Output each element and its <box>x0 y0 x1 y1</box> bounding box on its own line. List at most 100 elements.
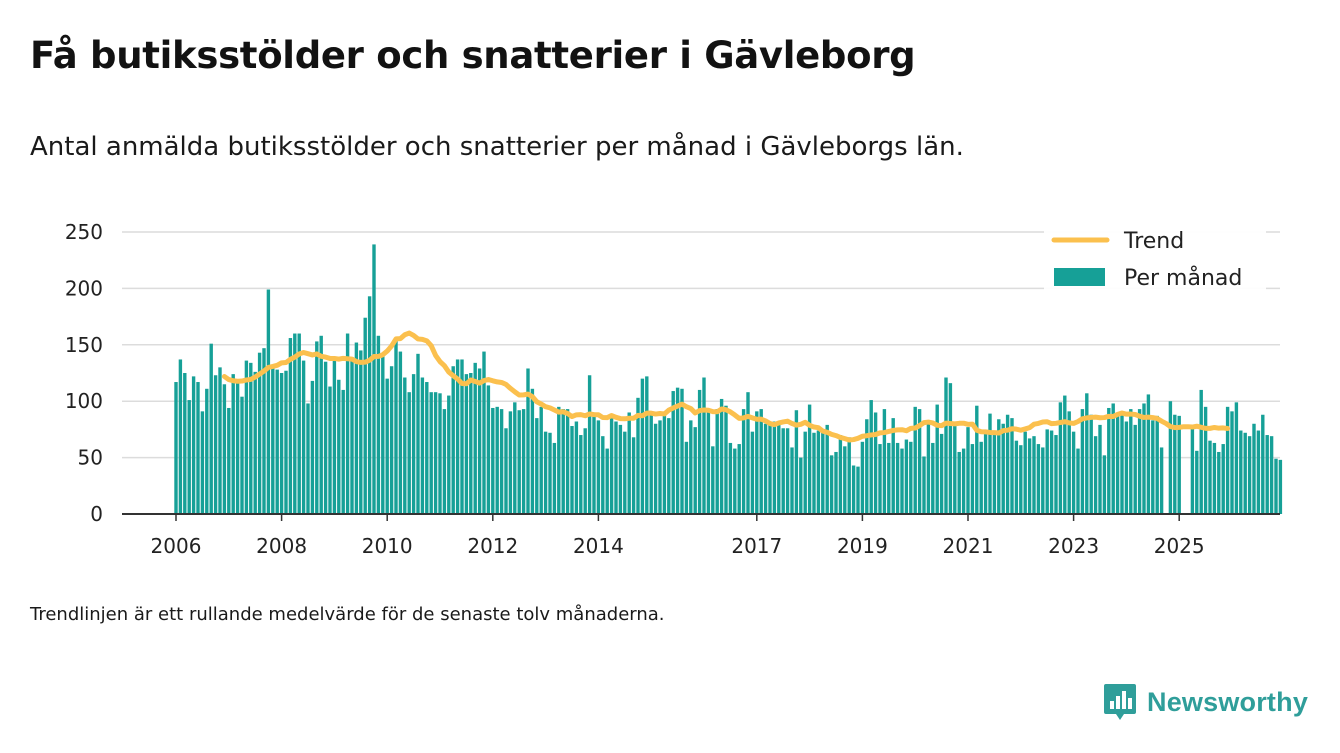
brand: Newsworthy <box>1103 682 1308 722</box>
bar <box>649 412 653 514</box>
bar <box>737 444 741 514</box>
bar <box>609 413 614 514</box>
bar <box>1274 458 1278 514</box>
bar <box>851 465 856 514</box>
bar <box>944 377 948 514</box>
bar <box>288 338 293 514</box>
bar <box>979 441 983 514</box>
bar <box>799 457 803 514</box>
bar <box>407 392 411 514</box>
bar <box>728 442 733 514</box>
bar <box>1247 436 1252 514</box>
bar <box>539 406 543 514</box>
y-tick-label: 100 <box>65 389 103 413</box>
legend: Trend Per månad <box>1044 220 1266 296</box>
bar <box>794 410 799 514</box>
bar <box>803 431 807 514</box>
bar <box>187 400 191 514</box>
bar <box>909 441 913 514</box>
bar <box>297 333 301 514</box>
bar <box>953 422 957 514</box>
bar <box>1023 431 1027 514</box>
bar <box>363 317 367 514</box>
bar <box>843 446 847 514</box>
bar <box>715 409 719 514</box>
bar <box>1036 444 1041 514</box>
bar <box>293 333 297 514</box>
bar <box>1045 429 1049 514</box>
bar <box>543 431 548 514</box>
bar <box>711 446 715 514</box>
bar <box>592 412 596 514</box>
bar <box>1010 418 1014 514</box>
bar <box>486 385 491 514</box>
bar <box>323 361 328 514</box>
legend-bar-label: Per månad <box>1124 265 1242 291</box>
bar <box>763 423 768 514</box>
bar <box>706 409 711 514</box>
x-tick-label: 2017 <box>731 534 782 558</box>
bar <box>570 426 574 514</box>
bar <box>416 353 420 514</box>
bar <box>1142 403 1146 514</box>
bar <box>231 374 235 514</box>
legend-trend-label: Trend <box>1123 229 1184 254</box>
bar <box>266 289 271 514</box>
bar <box>583 428 587 514</box>
bar <box>825 424 829 514</box>
bar <box>1234 402 1239 514</box>
bar <box>328 386 332 514</box>
bar <box>473 362 477 514</box>
bar <box>1146 394 1151 514</box>
bar <box>262 348 266 514</box>
bar <box>1115 412 1120 514</box>
bar <box>429 392 433 514</box>
bar <box>1005 414 1010 514</box>
bar <box>433 392 438 514</box>
bar <box>196 382 200 514</box>
bar <box>1217 451 1221 514</box>
bar <box>385 378 389 514</box>
bar <box>917 409 922 514</box>
bar <box>869 400 873 514</box>
chart-title: Få butiksstölder och snatterier i Gävleb… <box>30 34 916 77</box>
bar <box>812 432 816 514</box>
x-tick-label: 2006 <box>151 534 202 558</box>
bar <box>750 431 755 514</box>
bar <box>222 384 227 514</box>
bar <box>376 335 381 514</box>
bar <box>548 432 552 514</box>
bar <box>623 431 627 514</box>
bar <box>574 421 579 514</box>
bar <box>772 421 777 514</box>
bar <box>627 412 631 514</box>
bar <box>495 406 499 514</box>
bar <box>1137 409 1142 514</box>
bar <box>301 360 306 514</box>
bar <box>1159 447 1164 514</box>
bar <box>271 367 275 514</box>
bar <box>257 352 262 514</box>
bar <box>1076 448 1080 514</box>
bar <box>931 442 935 514</box>
bar <box>1155 415 1159 514</box>
bar <box>249 362 253 514</box>
y-axis-labels: 0 50 100 150 200 250 <box>65 220 103 526</box>
bar <box>218 367 222 514</box>
bar <box>508 411 513 514</box>
bar <box>504 428 508 514</box>
bar <box>891 418 895 514</box>
bar <box>1067 411 1071 514</box>
bar <box>526 368 530 514</box>
bar <box>372 244 376 514</box>
bar <box>829 455 834 514</box>
bar <box>1208 440 1212 514</box>
bar <box>209 343 213 514</box>
bar <box>275 369 279 514</box>
x-tick-label: 2021 <box>943 534 994 558</box>
bar <box>970 444 975 514</box>
bar <box>1054 435 1058 514</box>
x-tick-label: 2012 <box>467 534 518 558</box>
bar <box>640 378 645 514</box>
bar <box>403 377 407 514</box>
